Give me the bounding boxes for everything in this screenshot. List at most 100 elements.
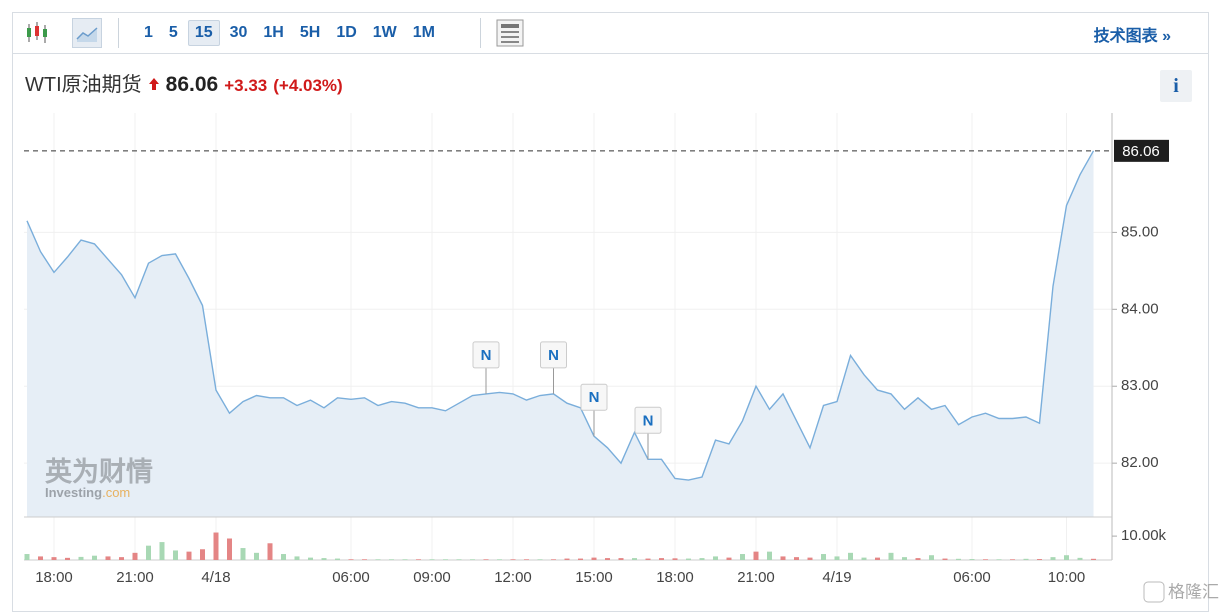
news-box bbox=[580, 383, 608, 411]
price-change-pct: (+4.03%) bbox=[273, 76, 343, 95]
watermark-en-suffix: .com bbox=[102, 485, 130, 500]
volume-tick-label: 10.00k bbox=[1121, 527, 1167, 544]
news-marker: N bbox=[634, 406, 662, 460]
volume-bar bbox=[1064, 555, 1069, 560]
volume-bar bbox=[834, 556, 840, 560]
corner-badge bbox=[1143, 581, 1165, 603]
interval-button[interactable]: 30 bbox=[229, 24, 248, 41]
volume-bar bbox=[632, 558, 637, 560]
volume-bar bbox=[902, 557, 907, 560]
volume-bar bbox=[848, 552, 853, 560]
volume-bar bbox=[1050, 557, 1056, 560]
y-tick-label: 85.00 bbox=[1121, 223, 1159, 240]
table-icon[interactable] bbox=[496, 19, 524, 47]
separator bbox=[118, 18, 119, 48]
y-tick-label: 84.00 bbox=[1121, 300, 1159, 317]
x-tick-label: 4/19 bbox=[822, 569, 851, 586]
candlestick-icon[interactable] bbox=[24, 20, 50, 46]
intervals: 1 5 15 30 1H 5H 1D 1W 1M bbox=[138, 20, 441, 46]
price-area bbox=[27, 150, 1094, 518]
interval-button[interactable]: 1M bbox=[412, 24, 435, 41]
up-arrow bbox=[148, 78, 159, 90]
y-tick-label: 83.00 bbox=[1121, 377, 1159, 394]
volume-bar bbox=[348, 559, 354, 560]
volume-bar bbox=[1037, 559, 1042, 560]
info-button[interactable]: i bbox=[1160, 70, 1192, 102]
line-icon[interactable] bbox=[72, 18, 102, 48]
last-price: 86.06 bbox=[165, 73, 219, 96]
volume-bar bbox=[470, 559, 475, 560]
volume-bar bbox=[672, 558, 678, 560]
volume-bar bbox=[92, 555, 97, 560]
x-tick-label: 21:00 bbox=[116, 569, 154, 586]
volume-bar bbox=[510, 559, 516, 560]
separator bbox=[480, 18, 481, 48]
volume-bar bbox=[443, 559, 448, 560]
interval-button[interactable]: 1D bbox=[336, 24, 357, 41]
tech-chart-link[interactable]: 技术图表 » bbox=[1093, 28, 1171, 45]
volume-bar bbox=[861, 557, 867, 560]
x-tick-label: 21:00 bbox=[737, 569, 775, 586]
volume-bar bbox=[767, 551, 772, 560]
x-tick-label: 18:00 bbox=[656, 569, 694, 586]
volume-bar bbox=[200, 549, 205, 560]
news-box bbox=[634, 406, 662, 434]
price-line bbox=[26, 150, 1095, 481]
x-tick-label: 12:00 bbox=[494, 569, 532, 586]
volume-bar bbox=[740, 554, 745, 560]
volume-bar bbox=[294, 556, 300, 560]
volume-bar bbox=[1023, 558, 1029, 560]
interval-button[interactable]: 1 bbox=[144, 24, 153, 41]
volume-bar bbox=[753, 551, 759, 560]
volume-bar bbox=[659, 558, 664, 560]
volume-bar bbox=[51, 557, 57, 560]
volume-bar bbox=[213, 532, 219, 560]
volume-bar bbox=[956, 558, 961, 560]
news-marker: N bbox=[580, 383, 608, 437]
volume-bar bbox=[497, 559, 502, 560]
volume-bar bbox=[807, 557, 813, 560]
volume-bar bbox=[240, 548, 246, 560]
volume-bar bbox=[969, 559, 975, 560]
interval-button[interactable]: 1W bbox=[372, 24, 397, 41]
volume-bar bbox=[1010, 559, 1015, 560]
volume-bar bbox=[1077, 557, 1083, 560]
interval-button[interactable]: 5H bbox=[299, 24, 321, 41]
news-label: N bbox=[643, 412, 654, 429]
volume-bar bbox=[105, 556, 111, 560]
interval-button[interactable]: 1H bbox=[263, 24, 284, 41]
volume-bar bbox=[267, 543, 273, 560]
x-tick-label: 06:00 bbox=[953, 569, 991, 586]
instrument-name: WTI原油期货 bbox=[25, 74, 142, 96]
volume-bar bbox=[929, 555, 934, 560]
last-price-tag bbox=[1114, 139, 1169, 162]
volume-bar bbox=[335, 558, 340, 560]
volume-bar bbox=[24, 554, 30, 560]
x-tick-label: 10:00 bbox=[1048, 569, 1086, 586]
volume-bar bbox=[402, 559, 408, 560]
volume-bar bbox=[942, 558, 948, 560]
volume-bar bbox=[375, 559, 381, 560]
corner-watermark: 格隆汇 bbox=[1168, 582, 1219, 601]
y-tick-label: 82.00 bbox=[1121, 454, 1159, 471]
volume-bar bbox=[119, 557, 124, 560]
interval-button[interactable]: 5 bbox=[168, 24, 178, 41]
volume-bar bbox=[578, 558, 583, 560]
volume-bar bbox=[416, 559, 421, 560]
last-price-label: 86.06 bbox=[1122, 143, 1160, 160]
quote-header: WTI原油期货 86.06 +3.33 (+4.03%) bbox=[25, 68, 343, 97]
watermark-en: Investing.com bbox=[45, 485, 130, 500]
volume-bar bbox=[321, 558, 327, 560]
volume-bar bbox=[821, 554, 826, 560]
volume-bar bbox=[915, 558, 921, 560]
volume-bar bbox=[483, 559, 489, 560]
volume-bar bbox=[726, 557, 732, 560]
volume-bar bbox=[794, 557, 799, 560]
volume-bar bbox=[65, 557, 70, 560]
x-tick-label: 4/18 bbox=[201, 569, 230, 586]
interval-button[interactable]: 15 bbox=[187, 20, 220, 46]
volume-bar bbox=[132, 552, 138, 560]
volume-bar bbox=[362, 559, 367, 560]
